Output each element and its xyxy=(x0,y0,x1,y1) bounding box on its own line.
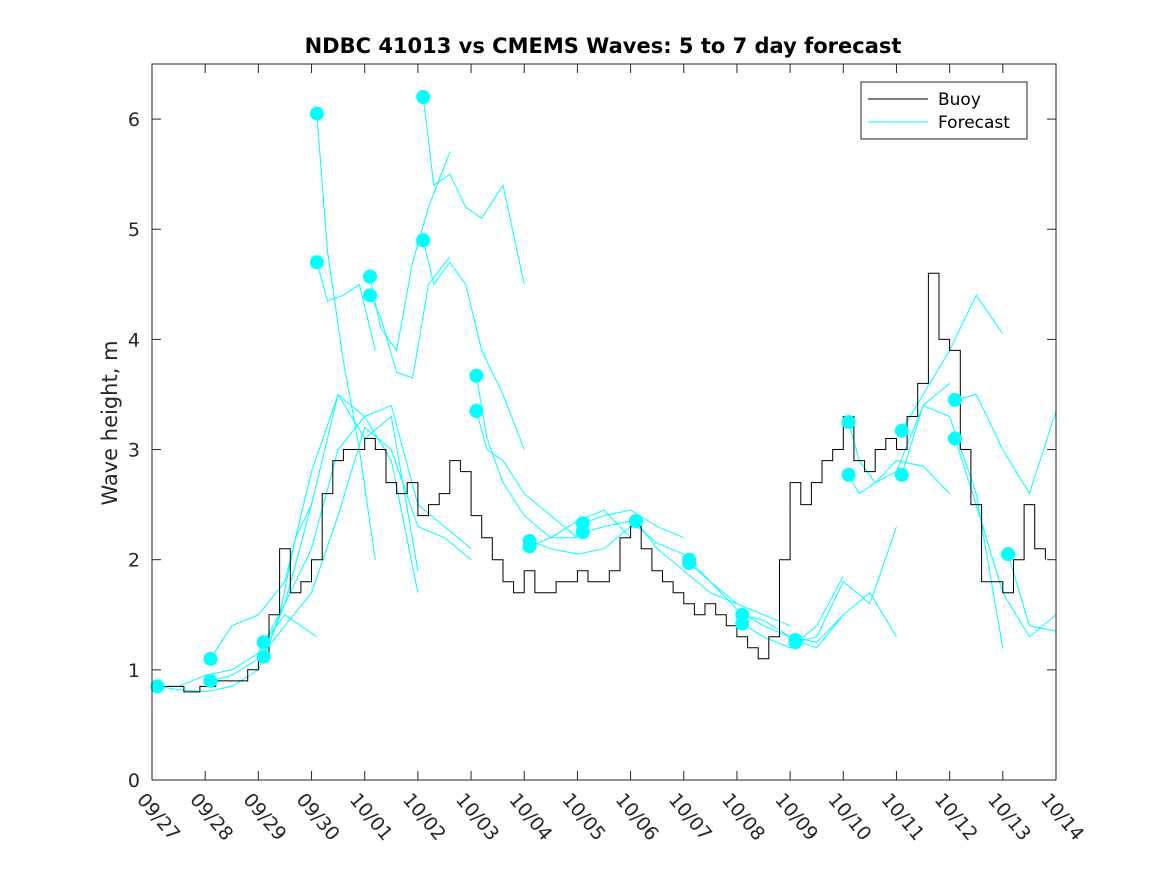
forecast-start-marker xyxy=(947,392,962,407)
forecast-start-marker xyxy=(256,649,271,664)
forecast-start-marker xyxy=(575,525,590,540)
forecast-start-marker xyxy=(150,679,165,694)
legend: Buoy Forecast xyxy=(860,81,1028,140)
forecast-series-line xyxy=(369,256,451,379)
forecast-series-line xyxy=(529,526,631,555)
forecast-start-marker xyxy=(1001,547,1016,562)
forecast-series-line xyxy=(901,404,1004,648)
forecast-start-marker xyxy=(363,269,378,284)
forecast-start-marker xyxy=(894,467,909,482)
forecast-series-line xyxy=(742,575,844,649)
forecast-start-marker xyxy=(947,431,962,446)
forecast-series-line xyxy=(210,393,472,660)
forecast-series-line xyxy=(635,520,738,605)
forecast-start-marker xyxy=(416,90,431,105)
forecast-start-marker xyxy=(416,233,431,248)
forecast-series-line xyxy=(475,410,578,539)
forecast-series-line xyxy=(316,113,376,560)
forecast-start-marker xyxy=(522,539,537,554)
buoy-series-line xyxy=(152,272,1046,693)
y-tick-label: 6 xyxy=(128,109,140,131)
y-tick-label: 2 xyxy=(128,550,140,572)
forecast-start-marker xyxy=(203,651,218,666)
y-axis-label: Wave height, m xyxy=(98,340,122,505)
forecast-start-marker xyxy=(682,552,697,567)
forecast-start-marker xyxy=(894,423,909,438)
forecast-series-line xyxy=(157,393,419,693)
legend-box xyxy=(860,81,1028,140)
forecast-start-marker xyxy=(256,635,271,650)
forecast-start-marker xyxy=(203,673,218,688)
legend-label-forecast: Forecast xyxy=(938,113,1010,133)
forecast-series-line xyxy=(848,460,950,495)
forecast-series-line xyxy=(954,393,1057,495)
forecast-start-marker xyxy=(841,415,856,429)
forecast-series-line xyxy=(422,96,525,285)
plot-area xyxy=(150,90,1057,694)
forecast-series-line xyxy=(688,562,791,627)
y-tick-label: 3 xyxy=(128,440,140,462)
forecast-start-marker xyxy=(735,616,750,631)
forecast-start-marker xyxy=(788,633,803,648)
forecast-series-line xyxy=(848,383,950,484)
forecast-start-marker xyxy=(363,288,378,303)
forecast-series-line xyxy=(1007,554,1057,632)
legend-label-buoy: Buoy xyxy=(938,90,981,110)
forecast-start-marker xyxy=(469,403,484,418)
forecast-series-line xyxy=(422,240,525,450)
forecast-series-line xyxy=(475,375,578,539)
forecast-series-line xyxy=(316,262,376,351)
forecast-series-line xyxy=(688,559,791,638)
y-tick-label: 0 xyxy=(128,770,140,792)
forecast-series-line xyxy=(795,591,897,649)
forecast-start-marker xyxy=(309,255,324,270)
forecast-series-line xyxy=(582,509,684,539)
y-tick-label: 1 xyxy=(128,660,140,682)
y-tick-label: 5 xyxy=(128,219,140,241)
forecast-series-line xyxy=(369,151,451,352)
y-tick-label: 4 xyxy=(128,329,140,351)
forecast-start-marker xyxy=(628,514,643,529)
forecast-series-line xyxy=(263,504,312,657)
forecast-series-line xyxy=(795,526,897,643)
forecast-series-line xyxy=(210,426,472,682)
axes-box xyxy=(151,63,1057,781)
forecast-start-marker xyxy=(841,467,856,482)
chart-title: NDBC 41013 vs CMEMS Waves: 5 to 7 day fo… xyxy=(305,34,902,58)
forecast-start-marker xyxy=(309,106,324,121)
forecast-start-marker xyxy=(469,368,484,383)
